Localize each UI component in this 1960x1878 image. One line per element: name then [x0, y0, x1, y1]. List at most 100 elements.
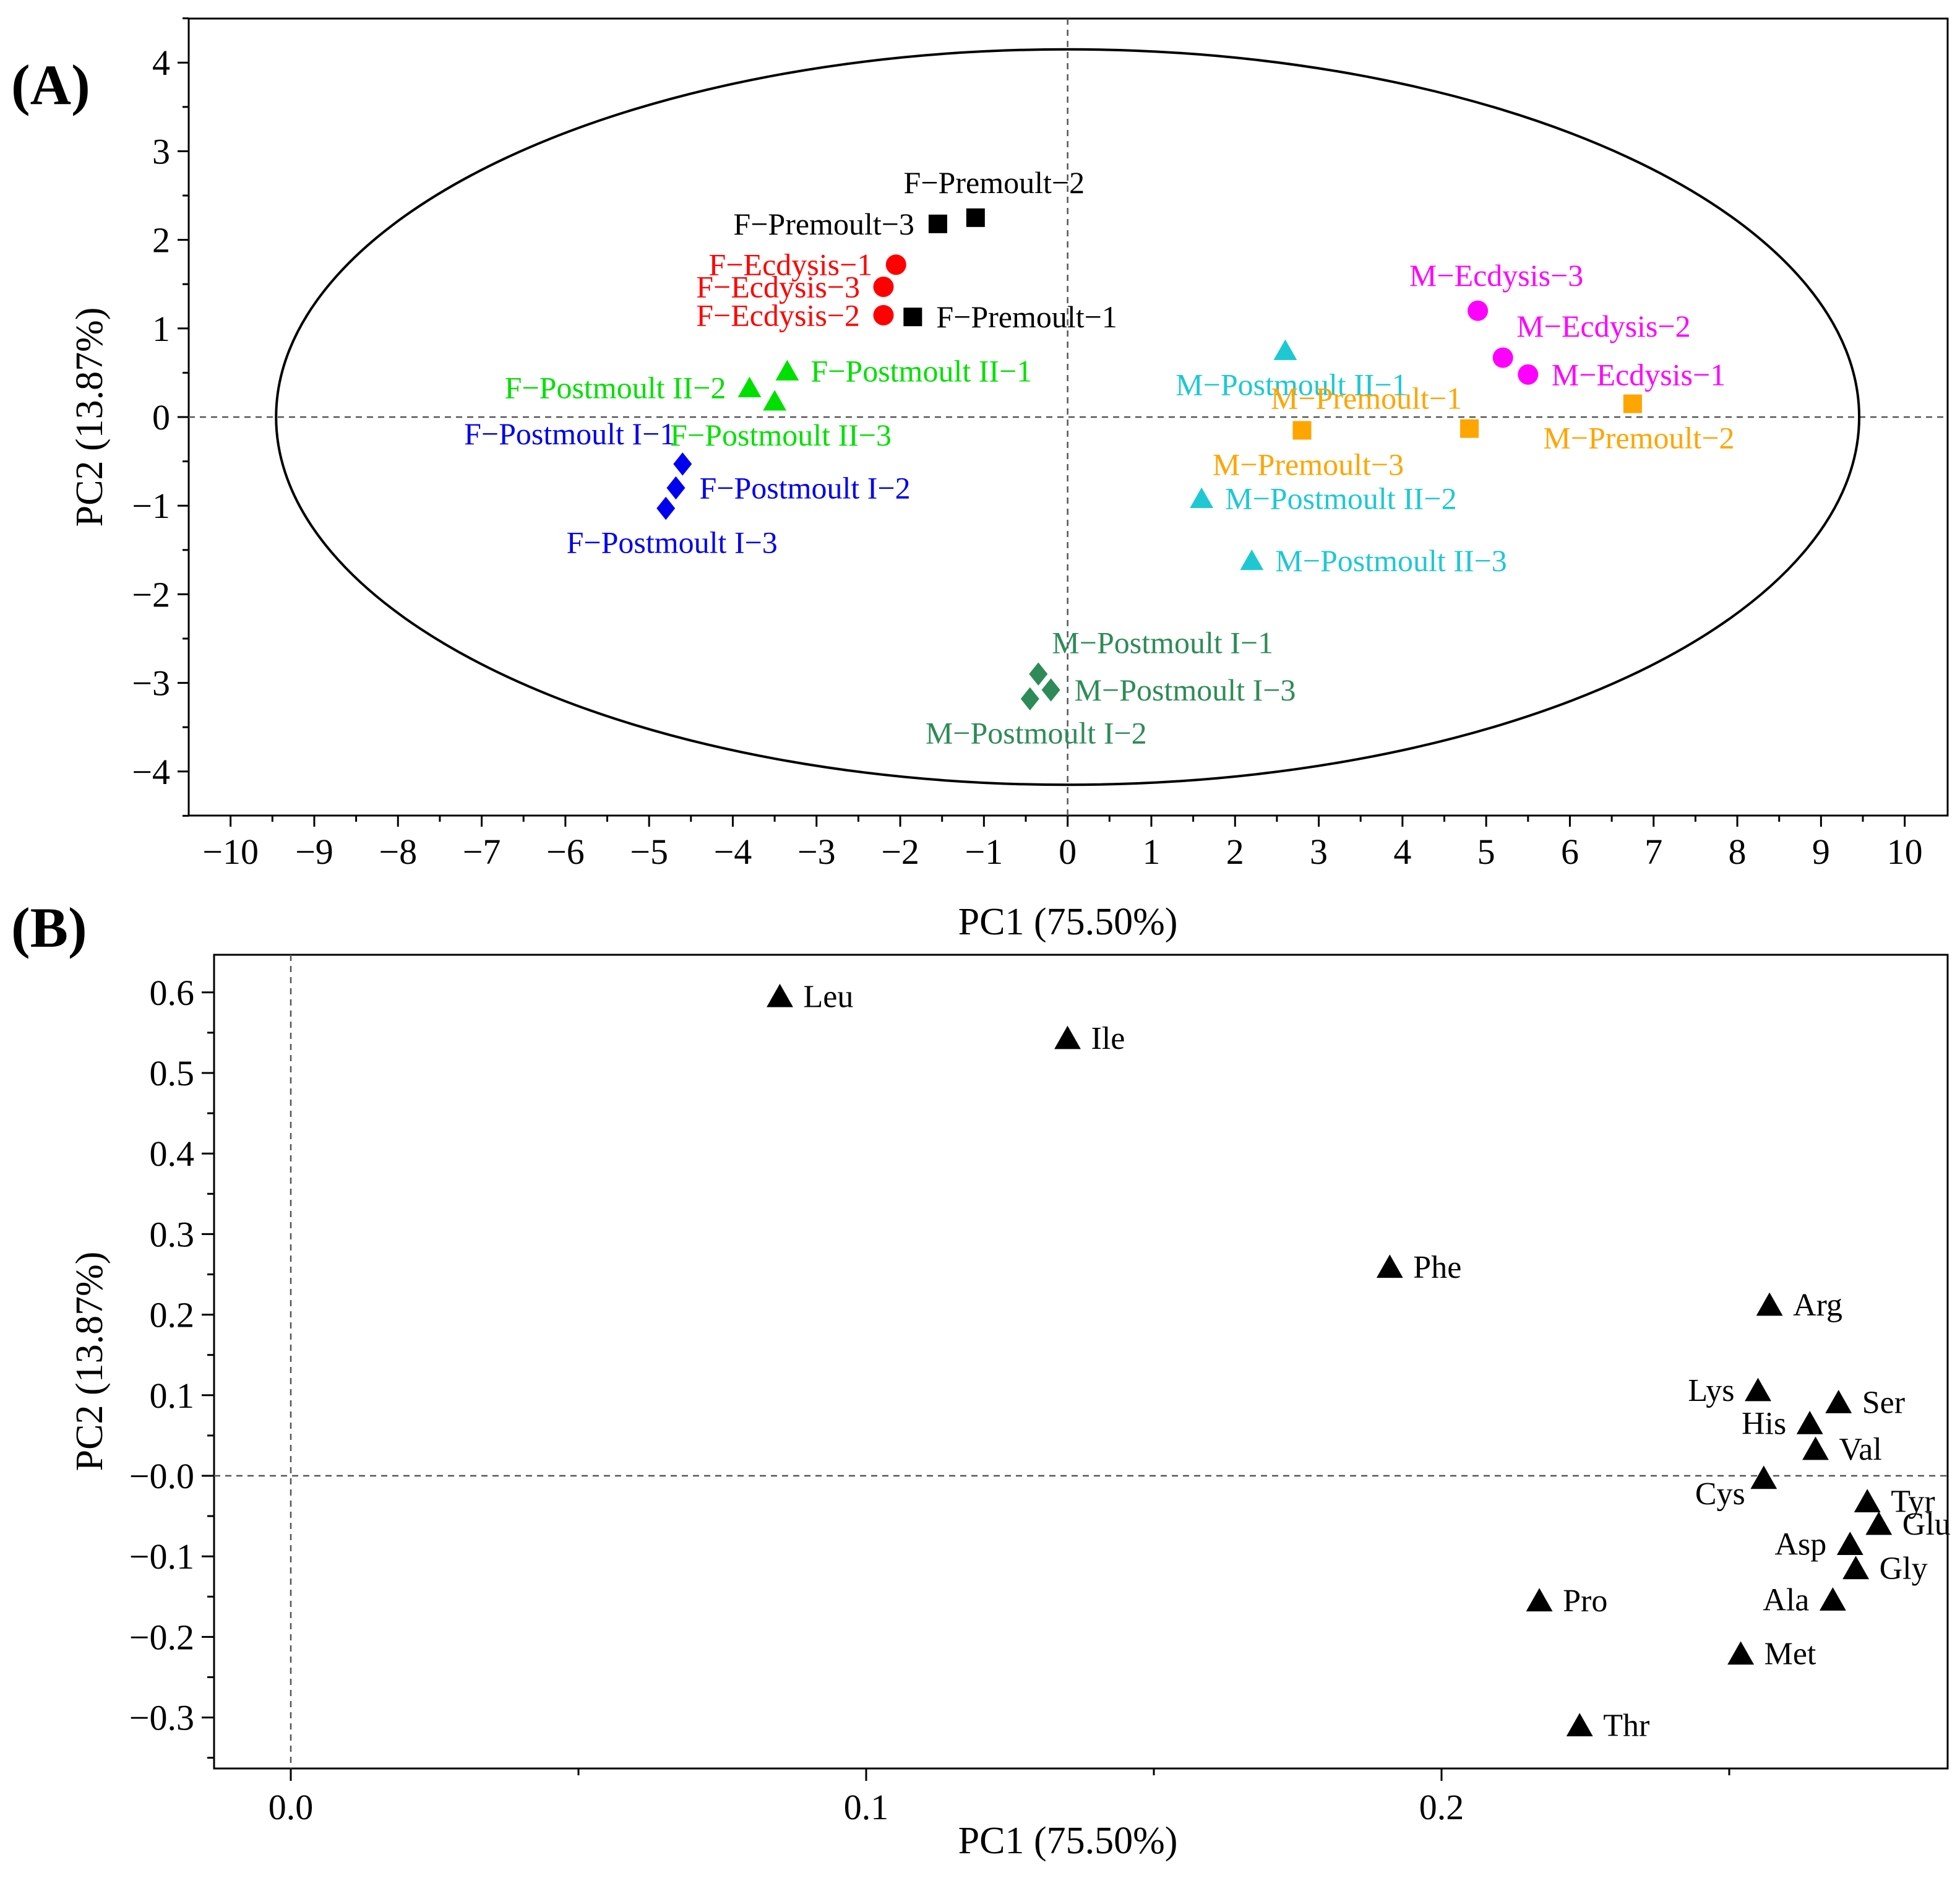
- data-point-triangle: [775, 360, 799, 381]
- panel-b-reference-lines: [214, 955, 1948, 1768]
- data-point-diamond: [1041, 678, 1060, 702]
- data-point-circle: [1492, 347, 1513, 368]
- loading-label: Ile: [1091, 1021, 1125, 1056]
- x-tick-label: −1: [965, 832, 1003, 872]
- panel-a-points: F−Premoult−2 F−Premoult−3 F−Premoult−1 F−Ec…: [464, 165, 1734, 751]
- x-tick-label: 2: [1226, 832, 1244, 872]
- loading-point-ile: [1054, 1025, 1081, 1049]
- point-label: M−Premoult−1: [1271, 381, 1462, 416]
- point-label: F−Ecdysis−1: [709, 248, 873, 282]
- data-point-diamond: [1029, 662, 1048, 686]
- loading-point-gly: [1842, 1556, 1870, 1580]
- x-tick-label: 8: [1729, 832, 1747, 872]
- y-tick-label: −0.3: [129, 1698, 194, 1738]
- point-label: M−Postmoult I−1: [1052, 625, 1273, 660]
- loading-label: Cys: [1695, 1476, 1745, 1512]
- data-point-square: [928, 214, 947, 233]
- loading-point-val: [1802, 1436, 1829, 1460]
- panel-a: (A) −10 −9 −8 −7 −6 −5 −4 −3 −2 −1 0 1 2 3 4 5 6 7 8 9 10432…: [11, 17, 1949, 943]
- x-tick-label: −6: [546, 832, 585, 872]
- x-tick-label: 5: [1477, 832, 1495, 872]
- y-tick-label: 2: [152, 220, 170, 261]
- x-tick-label: −8: [379, 832, 417, 872]
- x-tick-label: 0.1: [844, 1787, 889, 1827]
- x-tick-label: −9: [295, 832, 333, 872]
- loading-point-lys: [1745, 1377, 1771, 1402]
- panel-b-x-axis-title: PC1 (75.50%): [958, 1820, 1178, 1862]
- point-label: M−Ecdysis−1: [1552, 357, 1726, 392]
- point-label: M−Postmoult II−1: [1176, 368, 1408, 402]
- x-tick-label: −3: [797, 832, 836, 872]
- data-point-diamond: [673, 452, 692, 476]
- y-tick-label: −1: [132, 486, 170, 526]
- panel-b-label: (B): [11, 896, 87, 959]
- x-tick-label: 6: [1561, 832, 1579, 872]
- data-point-circle: [885, 254, 906, 275]
- y-tick-label: −2: [132, 574, 170, 614]
- data-point-square: [1292, 421, 1312, 440]
- confidence-ellipse: [275, 48, 1861, 786]
- data-point-square: [966, 208, 985, 227]
- y-tick-label: 0.5: [150, 1053, 195, 1093]
- x-tick-label: 0.2: [1419, 1787, 1464, 1827]
- loading-label: Thr: [1603, 1708, 1649, 1744]
- loading-label: Asp: [1775, 1527, 1827, 1562]
- point-label: M−Premoult−2: [1543, 421, 1734, 455]
- y-tick-label: −0.1: [129, 1536, 194, 1577]
- loading-label: Ala: [1763, 1583, 1809, 1618]
- x-tick-label: 0.0: [269, 1787, 314, 1827]
- point-label: M−Postmoult II−3: [1275, 543, 1507, 578]
- data-point-diamond: [1020, 687, 1039, 711]
- loading-point-thr: [1566, 1713, 1593, 1736]
- loading-label: Glu: [1902, 1507, 1951, 1542]
- panel-b-ticks: 0.0 0.1 0.2 0.6 0.5 0.4 0.3 0.2 0.1 −0.0 −0.1 −0.2 −…: [129, 973, 1730, 1827]
- data-point-triangle: [737, 376, 762, 398]
- loading-point-cys: [1750, 1465, 1777, 1489]
- loading-label: Arg: [1793, 1288, 1842, 1323]
- loading-point-arg: [1756, 1292, 1783, 1316]
- data-point-circle: [1468, 300, 1489, 321]
- y-tick-label: −4: [132, 752, 170, 792]
- data-point-square: [1623, 394, 1642, 413]
- loading-point-met: [1727, 1641, 1755, 1665]
- y-tick-label: 4: [152, 43, 170, 83]
- panel-b-frame: [213, 954, 1949, 1770]
- point-label: F−Postmoult II−1: [810, 354, 1032, 389]
- x-tick-label: 7: [1644, 832, 1662, 872]
- loading-point-asp: [1836, 1531, 1863, 1556]
- x-tick-label: 4: [1393, 832, 1411, 872]
- y-tick-label: −0.0: [129, 1456, 194, 1496]
- x-tick-label: 0: [1059, 832, 1077, 872]
- data-point-square: [903, 308, 922, 327]
- point-label: M−Postmoult I−3: [1075, 673, 1296, 707]
- loading-label: Pro: [1563, 1583, 1607, 1619]
- y-tick-label: 0: [152, 397, 170, 437]
- point-label: F−Postmoult II−3: [670, 418, 892, 452]
- x-tick-label: 1: [1142, 832, 1160, 872]
- loading-label: Leu: [804, 979, 854, 1014]
- loading-point-his: [1796, 1410, 1823, 1434]
- point-label: F−Postmoult I−2: [699, 471, 910, 506]
- y-tick-label: −3: [132, 663, 170, 704]
- y-tick-label: 3: [152, 131, 170, 171]
- x-tick-label: −4: [714, 832, 752, 872]
- panel-a-y-axis-title: PC2 (13.87%): [69, 308, 111, 527]
- loading-point-phe: [1376, 1254, 1403, 1278]
- point-label: F−Ecdysis−2: [696, 298, 860, 332]
- data-point-circle: [1518, 364, 1539, 385]
- point-label: M−Ecdysis−2: [1516, 309, 1690, 343]
- loading-label: Met: [1764, 1637, 1816, 1672]
- panel-a-x-axis-title: PC1 (75.50%): [958, 901, 1178, 943]
- panel-a-label: (A): [11, 53, 90, 116]
- point-label: M−Postmoult II−2: [1225, 481, 1456, 516]
- loading-label: Lys: [1688, 1373, 1734, 1408]
- point-label: M−Ecdysis−3: [1409, 258, 1583, 293]
- point-label: M−Postmoult I−2: [926, 715, 1147, 750]
- point-label: F−Premoult−1: [936, 299, 1117, 334]
- data-point-circle: [873, 304, 894, 325]
- point-label: F−Premoult−3: [733, 207, 914, 241]
- y-tick-label: 0.2: [150, 1295, 195, 1335]
- loading-point-ala: [1819, 1587, 1846, 1611]
- point-label: F−Postmoult II−2: [505, 371, 726, 405]
